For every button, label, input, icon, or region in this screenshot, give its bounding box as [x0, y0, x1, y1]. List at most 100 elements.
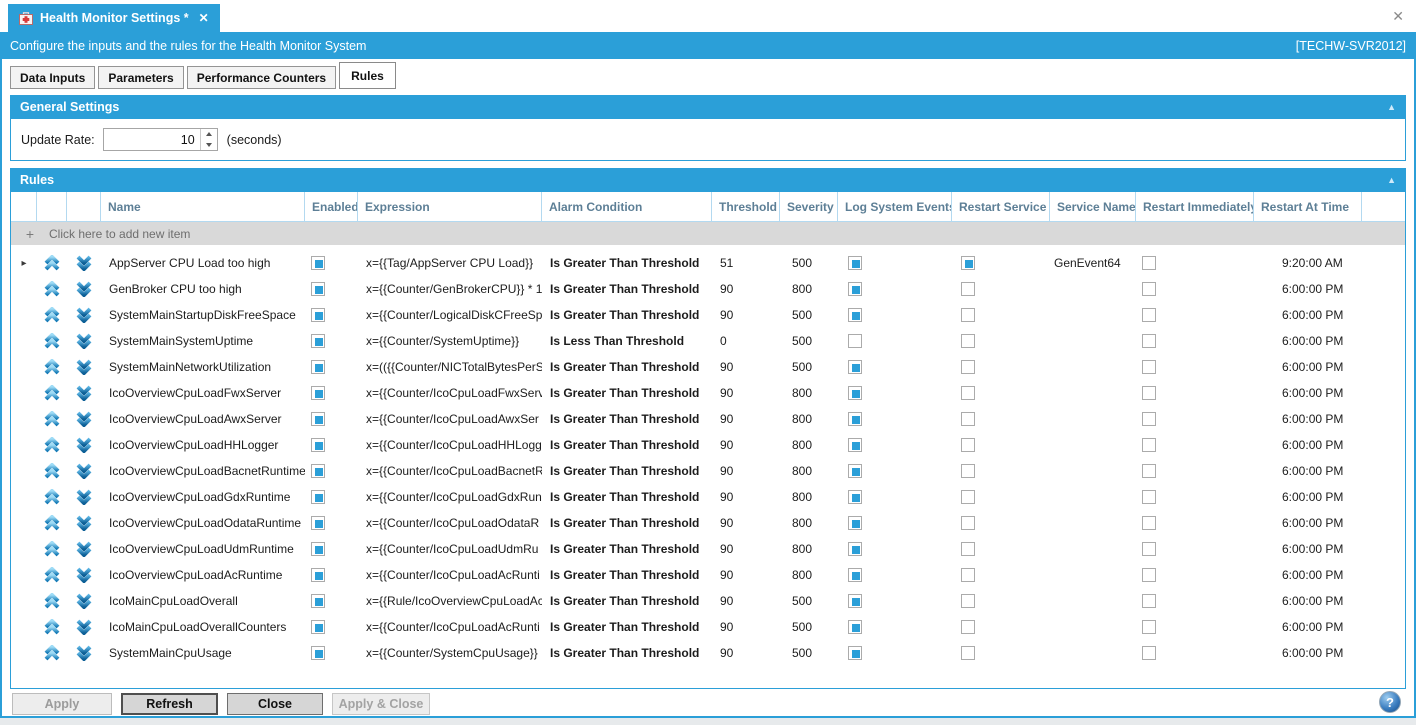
expression-cell[interactable]: x={{Rule/IcoOverviewCpuLoadAc: [366, 594, 542, 608]
move-up-button[interactable]: [37, 640, 67, 666]
service-name-cell[interactable]: [1050, 328, 1136, 354]
enabled-checkbox[interactable]: [311, 516, 325, 530]
table-row[interactable]: GenBroker CPU too high x={{Counter/GenBr…: [11, 276, 1405, 302]
restart-service-checkbox[interactable]: [961, 282, 975, 296]
restart-immediately-checkbox[interactable]: [1142, 568, 1156, 582]
enabled-checkbox[interactable]: [311, 334, 325, 348]
table-row[interactable]: ▸ AppServer CPU Load too high x={{Tag/Ap…: [11, 250, 1405, 276]
rule-name-cell[interactable]: IcoOverviewCpuLoadOdataRuntime: [109, 516, 302, 530]
threshold-cell[interactable]: 90: [720, 542, 734, 556]
alarm-condition-cell[interactable]: Is Greater Than Threshold: [550, 438, 700, 452]
restart-immediately-checkbox[interactable]: [1142, 334, 1156, 348]
restart-immediately-checkbox[interactable]: [1142, 542, 1156, 556]
service-name-cell[interactable]: [1050, 562, 1136, 588]
restart-at-time-cell[interactable]: 6:00:00 PM: [1282, 360, 1344, 374]
log-system-events-checkbox[interactable]: [848, 620, 862, 634]
restart-service-checkbox[interactable]: [961, 386, 975, 400]
service-name-cell[interactable]: [1050, 406, 1136, 432]
move-up-button[interactable]: [37, 406, 67, 432]
threshold-cell[interactable]: 90: [720, 360, 734, 374]
threshold-cell[interactable]: 90: [720, 594, 734, 608]
severity-cell[interactable]: 800: [792, 386, 813, 400]
move-down-button[interactable]: [67, 614, 101, 640]
table-row[interactable]: IcoOverviewCpuLoadHHLogger x={{Counter/I…: [11, 432, 1405, 458]
severity-cell[interactable]: 500: [792, 360, 813, 374]
threshold-cell[interactable]: 90: [720, 308, 734, 322]
alarm-condition-cell[interactable]: Is Greater Than Threshold: [550, 256, 700, 270]
alarm-condition-cell[interactable]: Is Greater Than Threshold: [550, 542, 700, 556]
restart-service-checkbox[interactable]: [961, 594, 975, 608]
collapse-up-icon[interactable]: ▲: [1387, 101, 1396, 112]
alarm-condition-cell[interactable]: Is Greater Than Threshold: [550, 620, 700, 634]
table-row[interactable]: IcoMainCpuLoadOverallCounters x={{Counte…: [11, 614, 1405, 640]
move-up-button[interactable]: [37, 302, 67, 328]
restart-at-time-cell[interactable]: 6:00:00 PM: [1282, 464, 1344, 478]
restart-at-time-cell[interactable]: 6:00:00 PM: [1282, 412, 1344, 426]
log-system-events-checkbox[interactable]: [848, 490, 862, 504]
alarm-condition-cell[interactable]: Is Greater Than Threshold: [550, 594, 700, 608]
severity-cell[interactable]: 500: [792, 620, 813, 634]
severity-cell[interactable]: 500: [792, 646, 813, 660]
rules-header[interactable]: Rules ▲: [10, 168, 1406, 192]
move-down-button[interactable]: [67, 302, 101, 328]
rule-name-cell[interactable]: SystemMainSystemUptime: [109, 334, 254, 348]
restart-at-time-cell[interactable]: 6:00:00 PM: [1282, 594, 1344, 608]
spin-down-button[interactable]: [201, 140, 217, 151]
threshold-cell[interactable]: 90: [720, 516, 734, 530]
apply-and-close-button[interactable]: Apply & Close: [332, 692, 430, 715]
apply-button[interactable]: Apply: [12, 692, 112, 715]
help-icon[interactable]: ?: [1379, 691, 1401, 713]
restart-service-checkbox[interactable]: [961, 256, 975, 270]
severity-cell[interactable]: 800: [792, 490, 813, 504]
restart-at-time-cell[interactable]: 6:00:00 PM: [1282, 542, 1344, 556]
log-system-events-checkbox[interactable]: [848, 282, 862, 296]
expression-cell[interactable]: x={{Counter/LogicalDiskCFreeSp: [366, 308, 542, 322]
expression-cell[interactable]: x={{Counter/IcoCpuLoadAwxSer: [366, 412, 539, 426]
restart-immediately-checkbox[interactable]: [1142, 308, 1156, 322]
rule-name-cell[interactable]: GenBroker CPU too high: [109, 282, 242, 296]
log-system-events-checkbox[interactable]: [848, 464, 862, 478]
restart-at-time-cell[interactable]: 6:00:00 PM: [1282, 334, 1344, 348]
column-header-service-name[interactable]: Service Name: [1050, 192, 1136, 221]
restart-immediately-checkbox[interactable]: [1142, 620, 1156, 634]
restart-at-time-cell[interactable]: 9:20:00 AM: [1282, 256, 1343, 270]
restart-immediately-checkbox[interactable]: [1142, 412, 1156, 426]
table-row[interactable]: SystemMainCpuUsage x={{Counter/SystemCpu…: [11, 640, 1405, 666]
alarm-condition-cell[interactable]: Is Greater Than Threshold: [550, 646, 700, 660]
threshold-cell[interactable]: 90: [720, 412, 734, 426]
move-up-button[interactable]: [37, 328, 67, 354]
expression-cell[interactable]: x={{Tag/AppServer CPU Load}}: [366, 256, 534, 270]
tab-performance-counters[interactable]: Performance Counters: [186, 66, 337, 89]
rule-name-cell[interactable]: IcoMainCpuLoadOverall: [109, 594, 238, 608]
table-row[interactable]: IcoMainCpuLoadOverall x={{Rule/IcoOvervi…: [11, 588, 1405, 614]
move-down-button[interactable]: [67, 458, 101, 484]
restart-immediately-checkbox[interactable]: [1142, 646, 1156, 660]
service-name-cell[interactable]: [1050, 588, 1136, 614]
table-row[interactable]: IcoOverviewCpuLoadGdxRuntime x={{Counter…: [11, 484, 1405, 510]
restart-at-time-cell[interactable]: 6:00:00 PM: [1282, 308, 1344, 322]
enabled-checkbox[interactable]: [311, 620, 325, 634]
column-header-severity[interactable]: Severity: [780, 192, 838, 221]
alarm-condition-cell[interactable]: Is Less Than Threshold: [550, 334, 685, 348]
spin-up-button[interactable]: [201, 129, 217, 140]
column-header-restart-at-time[interactable]: Restart At Time: [1254, 192, 1362, 221]
move-down-button[interactable]: [67, 588, 101, 614]
restart-at-time-cell[interactable]: 6:00:00 PM: [1282, 490, 1344, 504]
service-name-cell[interactable]: [1050, 536, 1136, 562]
move-up-button[interactable]: [37, 588, 67, 614]
alarm-condition-cell[interactable]: Is Greater Than Threshold: [550, 412, 700, 426]
table-row[interactable]: SystemMainNetworkUtilization x=(({{Count…: [11, 354, 1405, 380]
service-name-cell[interactable]: [1050, 458, 1136, 484]
expression-cell[interactable]: x={{Counter/IcoCpuLoadOdataR: [366, 516, 540, 530]
service-name-cell[interactable]: [1050, 484, 1136, 510]
restart-immediately-checkbox[interactable]: [1142, 594, 1156, 608]
service-name-cell[interactable]: [1050, 640, 1136, 666]
alarm-condition-cell[interactable]: Is Greater Than Threshold: [550, 568, 700, 582]
expression-cell[interactable]: x=(({{Counter/NICTotalBytesPerS: [366, 360, 542, 374]
alarm-condition-cell[interactable]: Is Greater Than Threshold: [550, 464, 700, 478]
expression-cell[interactable]: x={{Counter/IcoCpuLoadFwxServ: [366, 386, 542, 400]
table-row[interactable]: IcoOverviewCpuLoadBacnetRuntime x={{Coun…: [11, 458, 1405, 484]
table-row[interactable]: IcoOverviewCpuLoadUdmRuntime x={{Counter…: [11, 536, 1405, 562]
move-down-button[interactable]: [67, 484, 101, 510]
severity-cell[interactable]: 500: [792, 334, 813, 348]
